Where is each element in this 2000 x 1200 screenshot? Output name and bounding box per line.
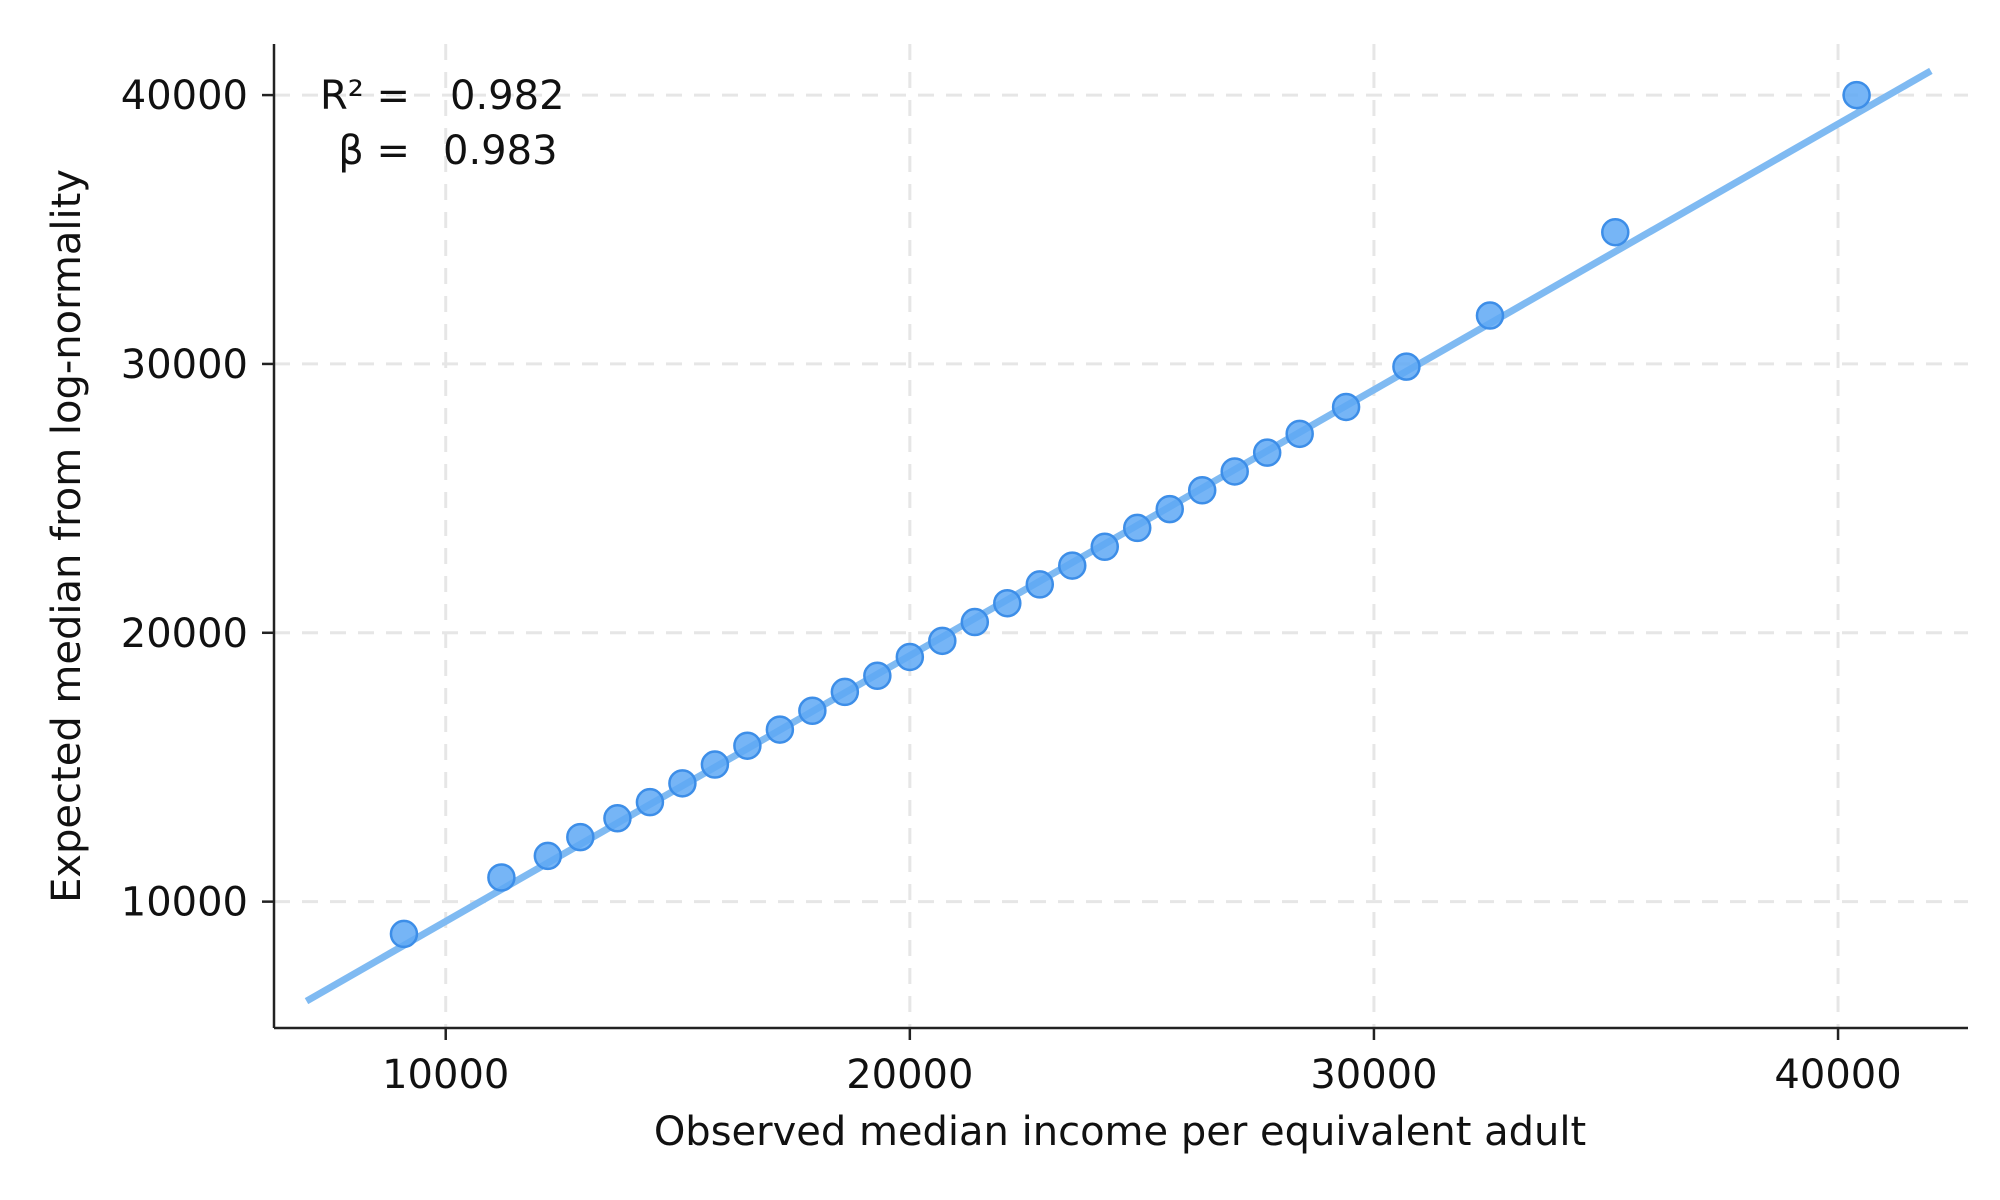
y-tick-label: 40000 [121, 73, 248, 119]
data-point-30 [1601, 217, 1630, 247]
data-point-12 [830, 677, 860, 707]
data-point-8 [700, 750, 730, 779]
data-point-29 [1475, 301, 1505, 330]
data-point-13 [863, 661, 892, 691]
data-point-28 [1392, 352, 1421, 381]
x-tick-label: 20000 [846, 1052, 973, 1098]
x-axis-title: Observed median income per equivalent ad… [654, 1109, 1586, 1155]
y-tick-label: 10000 [121, 880, 248, 926]
data-point-5 [603, 804, 632, 833]
data-point-19 [1058, 551, 1087, 580]
x-tick-label: 30000 [1310, 1052, 1437, 1098]
data-point-18 [1025, 570, 1055, 599]
data-point-23 [1187, 476, 1217, 505]
data-point-17 [993, 588, 1022, 618]
annotation-block: R² = 0.982 β = 0.983 [320, 73, 565, 174]
data-point-4 [566, 822, 595, 852]
axes-layer: 10000 20000 30000 40000 10000 20000 30000 40000 [121, 44, 1968, 1098]
x-tick-label: 10000 [382, 1052, 509, 1098]
data-point-25 [1252, 438, 1282, 467]
data-point-31 [1842, 80, 1871, 110]
beta-value: 0.983 [443, 128, 558, 174]
data-point-27 [1331, 392, 1361, 422]
data-point-24 [1220, 457, 1249, 486]
y-axis-title: Expected median from log-normality [44, 169, 90, 903]
data-point-26 [1285, 419, 1314, 449]
data-point-7 [668, 769, 697, 798]
y-tick-label: 20000 [121, 611, 248, 657]
data-point-6 [635, 787, 665, 817]
beta-label: β = [338, 128, 410, 174]
data-point-14 [895, 642, 925, 672]
data-point-15 [928, 626, 957, 656]
x-tick-label: 40000 [1774, 1052, 1901, 1098]
grid-layer [274, 44, 1968, 1028]
data-point-16 [960, 607, 990, 637]
y-tick-label: 30000 [121, 342, 248, 388]
data-point-1 [389, 919, 419, 949]
data-point-11 [798, 696, 827, 726]
data-point-3 [533, 841, 563, 871]
data-point-20 [1090, 532, 1120, 562]
data-point-9 [733, 731, 762, 760]
data-point-21 [1122, 513, 1152, 543]
r2-value: 0.982 [450, 73, 565, 119]
data-point-10 [765, 715, 795, 744]
data-point-2 [487, 863, 516, 892]
r2-label: R² = [320, 73, 410, 119]
data-point-22 [1155, 494, 1184, 524]
points-layer [389, 80, 1871, 949]
